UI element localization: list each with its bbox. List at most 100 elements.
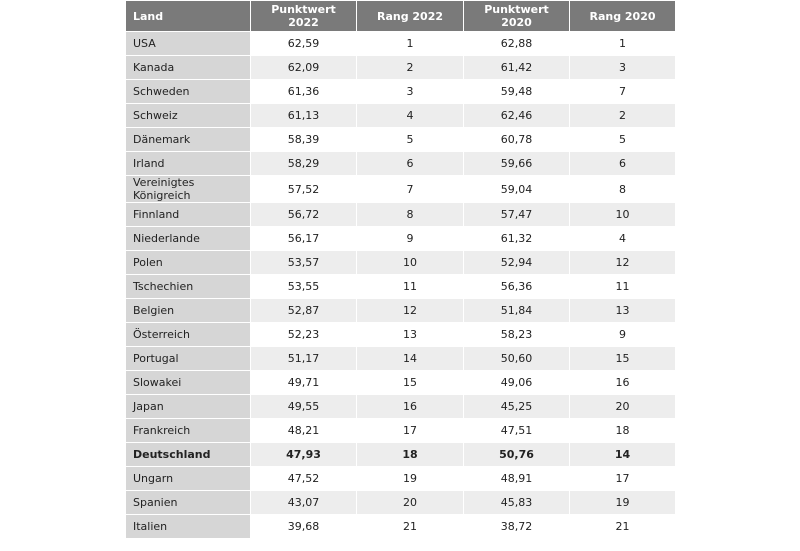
value-cell: 4 [569,226,676,251]
value-cell: 59,04 [463,175,570,203]
table-row: Frankreich 48,21 17 47,51 18 [125,418,676,443]
value-cell: 58,29 [250,151,357,176]
table-header: Land Punktwert 2022 Rang 2022 Punktwert 202… [125,0,676,32]
country-cell: Vereinigtes Königreich [125,175,251,203]
value-cell: 39,68 [250,514,357,539]
value-cell: 62,59 [250,31,357,56]
value-cell: 11 [356,274,464,299]
value-cell: 15 [569,346,676,371]
value-cell: 56,72 [250,202,357,227]
value-cell: 4 [356,103,464,128]
value-cell: 52,87 [250,298,357,323]
column-header: Land [125,0,251,32]
value-cell: 3 [569,55,676,80]
table-row: Dänemark 58,39 5 60,78 5 [125,127,676,152]
value-cell: 1 [356,31,464,56]
column-header: Punktwert 2022 [250,0,357,32]
value-cell: 17 [569,466,676,491]
value-cell: 43,07 [250,490,357,515]
country-cell: Deutschland [125,442,251,467]
ranking-table: Land Punktwert 2022 Rang 2022 Punktwert 202… [125,0,676,539]
value-cell: 17 [356,418,464,443]
value-cell: 14 [356,346,464,371]
value-cell: 45,25 [463,394,570,419]
header-row: Land Punktwert 2022 Rang 2022 Punktwert 202… [125,0,676,32]
value-cell: 59,48 [463,79,570,104]
country-cell: Tschechien [125,274,251,299]
value-cell: 50,60 [463,346,570,371]
value-cell: 57,47 [463,202,570,227]
value-cell: 16 [356,394,464,419]
value-cell: 56,36 [463,274,570,299]
country-cell: Slowakei [125,370,251,395]
value-cell: 9 [356,226,464,251]
country-cell: Niederlande [125,226,251,251]
country-cell: Österreich [125,322,251,347]
country-cell: USA [125,31,251,56]
table-row: Ungarn 47,52 19 48,91 17 [125,466,676,491]
country-cell: Finnland [125,202,251,227]
country-cell: Portugal [125,346,251,371]
country-cell: Japan [125,394,251,419]
value-cell: 10 [356,250,464,275]
value-cell: 47,52 [250,466,357,491]
value-cell: 11 [569,274,676,299]
value-cell: 45,83 [463,490,570,515]
value-cell: 53,57 [250,250,357,275]
table-row: Italien 39,68 21 38,72 21 [125,514,676,539]
value-cell: 15 [356,370,464,395]
table-row: Irland 58,29 6 59,66 6 [125,151,676,176]
value-cell: 1 [569,31,676,56]
value-cell: 6 [356,151,464,176]
value-cell: 19 [569,490,676,515]
table-row: Deutschland 47,93 18 50,76 14 [125,442,676,467]
value-cell: 21 [569,514,676,539]
table-row: Schweden 61,36 3 59,48 7 [125,79,676,104]
value-cell: 49,55 [250,394,357,419]
value-cell: 58,39 [250,127,357,152]
value-cell: 13 [569,298,676,323]
table-row: Polen 53,57 10 52,94 12 [125,250,676,275]
value-cell: 52,94 [463,250,570,275]
country-cell: Dänemark [125,127,251,152]
country-cell: Ungarn [125,466,251,491]
value-cell: 56,17 [250,226,357,251]
value-cell: 2 [569,103,676,128]
table-row: Spanien 43,07 20 45,83 19 [125,490,676,515]
country-cell: Kanada [125,55,251,80]
value-cell: 62,46 [463,103,570,128]
value-cell: 52,23 [250,322,357,347]
value-cell: 13 [356,322,464,347]
column-header: Rang 2020 [569,0,676,32]
value-cell: 61,42 [463,55,570,80]
value-cell: 48,91 [463,466,570,491]
table-row: Portugal 51,17 14 50,60 15 [125,346,676,371]
column-header: Rang 2022 [356,0,464,32]
country-cell: Polen [125,250,251,275]
table-row: Japan 49,55 16 45,25 20 [125,394,676,419]
table-row: USA 62,59 1 62,88 1 [125,31,676,56]
value-cell: 58,23 [463,322,570,347]
value-cell: 60,78 [463,127,570,152]
table-row: Österreich 52,23 13 58,23 9 [125,322,676,347]
value-cell: 47,51 [463,418,570,443]
value-cell: 57,52 [250,175,357,203]
table-row: Schweiz 61,13 4 62,46 2 [125,103,676,128]
country-cell: Spanien [125,490,251,515]
value-cell: 8 [356,202,464,227]
value-cell: 51,17 [250,346,357,371]
value-cell: 2 [356,55,464,80]
value-cell: 5 [569,127,676,152]
country-cell: Italien [125,514,251,539]
value-cell: 9 [569,322,676,347]
value-cell: 51,84 [463,298,570,323]
table-row: Finnland 56,72 8 57,47 10 [125,202,676,227]
value-cell: 59,66 [463,151,570,176]
value-cell: 47,93 [250,442,357,467]
value-cell: 16 [569,370,676,395]
value-cell: 20 [569,394,676,419]
country-cell: Schweiz [125,103,251,128]
value-cell: 12 [356,298,464,323]
column-header: Punktwert 2020 [463,0,570,32]
